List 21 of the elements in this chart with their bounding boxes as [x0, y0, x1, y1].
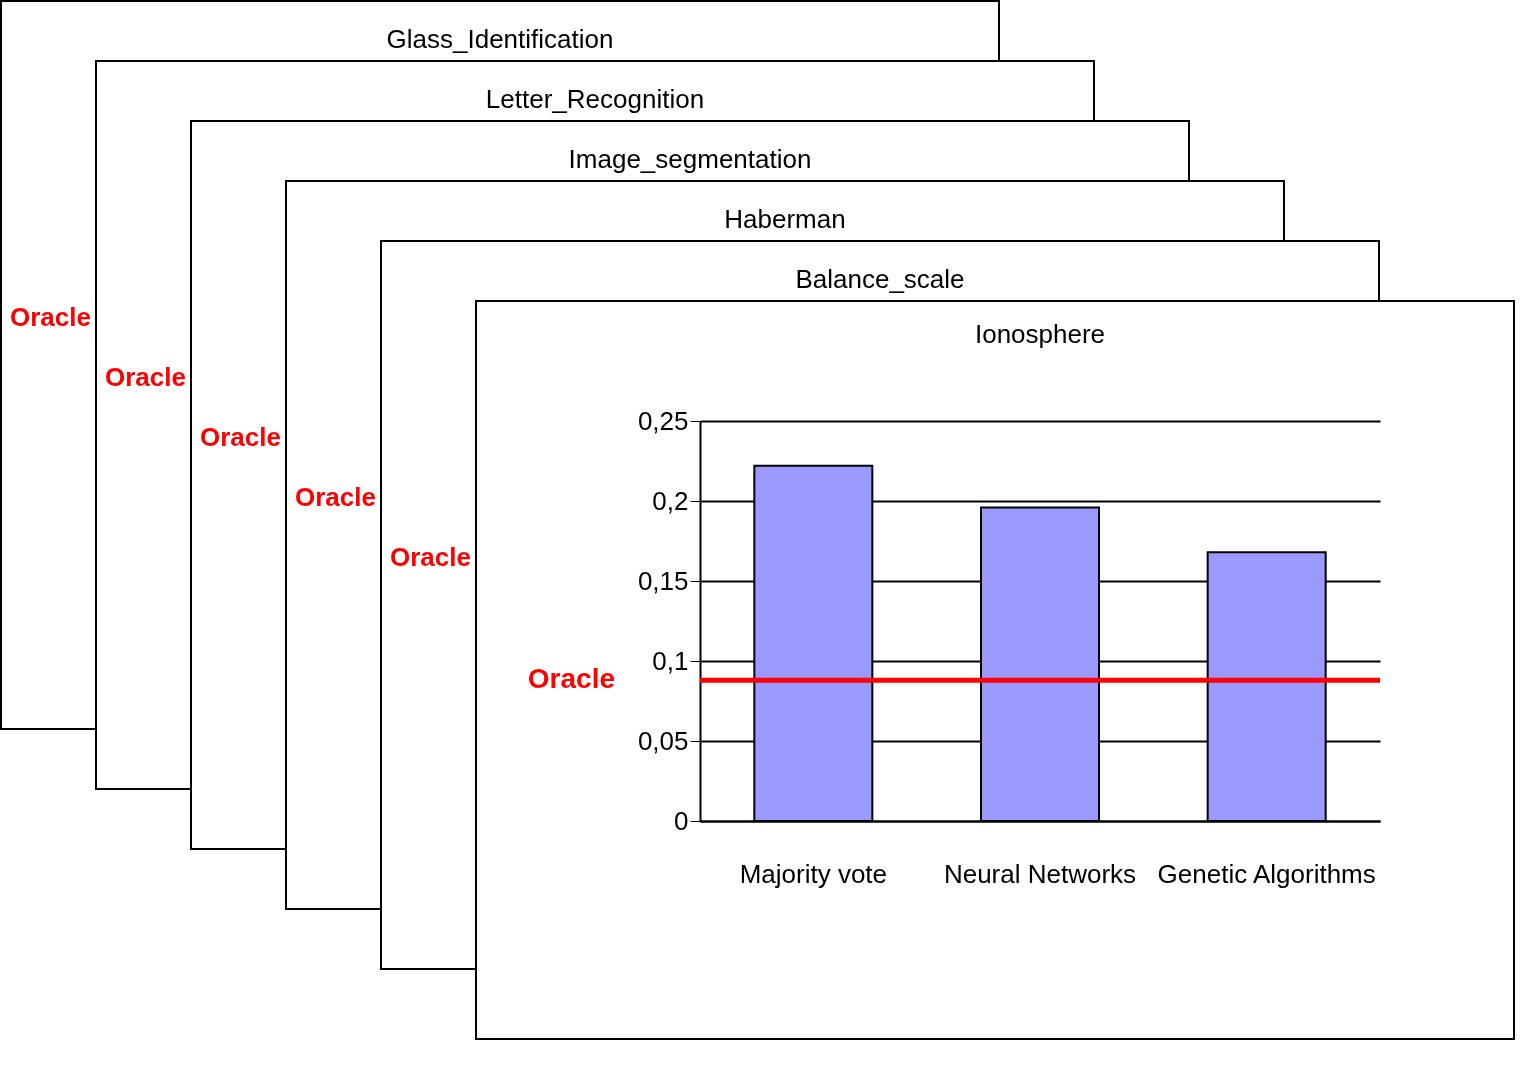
chart-title: Ionosphere — [974, 319, 1106, 349]
y-tick-label: 0,25 — [637, 405, 689, 436]
x-tick-label: Neural Networks — [943, 858, 1137, 889]
text: Oracle — [10, 302, 91, 333]
y-tick-label: 0,15 — [637, 565, 689, 596]
text: Glass_Identification — [385, 24, 615, 55]
ref-line-label: Oracle — [527, 663, 615, 695]
text: Haberman — [723, 204, 847, 235]
x-tick-label: Majority vote — [739, 858, 888, 889]
x-tick-label: Genetic Algorithms — [1157, 858, 1376, 889]
text: Image_segmentation — [567, 144, 813, 175]
text: Oracle — [105, 362, 186, 393]
y-tick-label: 0 — [674, 805, 689, 836]
text: Oracle — [390, 542, 471, 573]
y-tick-label: 0,05 — [637, 725, 689, 756]
text: Letter_Recognition — [484, 84, 706, 115]
y-tick-label: 0,2 — [652, 485, 689, 516]
text: Balance_scale — [794, 264, 966, 295]
y-tick-label: 0,1 — [652, 645, 689, 676]
text: Oracle — [295, 482, 376, 513]
text: Oracle — [200, 422, 281, 453]
